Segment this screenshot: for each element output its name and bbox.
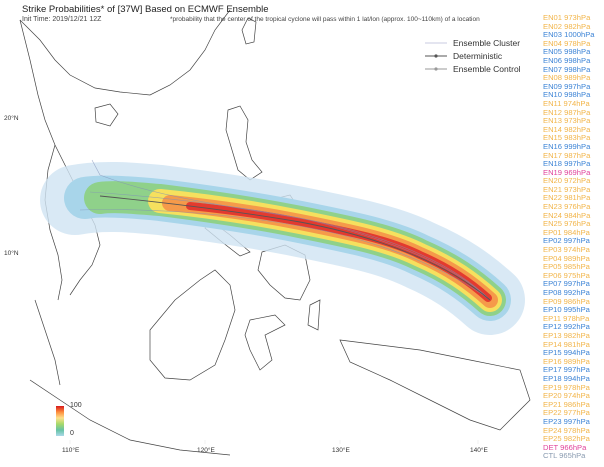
lat-lon-labels: 110°E 120°E 130°E 140°E 20°N 10°N [4, 114, 488, 454]
member-entry: EP03 974hPa [543, 245, 590, 255]
member-entry: EP12 992hPa [543, 322, 590, 332]
member-entry: EN02 982hPa [543, 21, 591, 31]
member-entry: EN23 976hPa [543, 202, 591, 212]
member-entry: EP11 978hPa [543, 313, 590, 323]
member-entry: EP16 989hPa [543, 356, 590, 366]
colorbar-min: 0 [70, 430, 74, 437]
member-entry: EN20 972hPa [543, 176, 591, 186]
member-entry: EN21 973hPa [543, 184, 591, 194]
member-entry: EP22 977hPa [543, 408, 590, 418]
member-entry: EN06 998hPa [543, 55, 591, 65]
member-entry: EN17 987hPa [543, 150, 591, 160]
member-entry: EN22 981hPa [543, 193, 591, 203]
lat-label: 10°N [4, 249, 19, 257]
member-entry: EN16 999hPa [543, 141, 591, 151]
member-entry: EP20 974hPa [543, 391, 590, 401]
colorbar-max: 100 [70, 402, 82, 409]
legend-label: Ensemble Control [453, 63, 521, 74]
member-entry: EP25 982hPa [543, 434, 590, 444]
member-entry: EP23 997hPa [543, 416, 590, 426]
member-entry: EN19 969hPa [543, 167, 591, 177]
init-time: Init Time: 2019/12/21 12Z [22, 16, 102, 23]
member-entry: EN18 997hPa [543, 159, 591, 169]
chart-title: Strike Probabilities* of [37W] Based on … [22, 4, 269, 15]
member-entry: EP17 997hPa [543, 365, 590, 375]
control-line-icon [425, 66, 447, 71]
member-entry: EP14 981hPa [543, 339, 590, 349]
member-entry: EP15 994hPa [543, 348, 590, 358]
legend-label: Ensemble Cluster [453, 37, 521, 48]
lat-label: 20°N [4, 114, 19, 122]
member-entry: EP21 986hPa [543, 399, 590, 409]
lon-label: 120°E [197, 446, 215, 454]
member-entry: EP18 994hPa [543, 373, 590, 383]
member-entry: EN08 989hPa [543, 73, 591, 83]
legend-label: Deterministic [453, 50, 503, 61]
member-entry: EN01 973hPa [543, 13, 591, 22]
member-entry: EP09 986hPa [543, 296, 590, 306]
deterministic-line-icon [425, 53, 447, 58]
member-entry: EN04 978hPa [543, 38, 591, 48]
member-entry: EN03 1000hPa [543, 30, 595, 40]
member-entry: EN15 983hPa [543, 133, 591, 143]
member-entry: EN12 987hPa [543, 107, 591, 117]
member-entry: EN25 976hPa [543, 219, 591, 229]
member-entry: EN10 998hPa [543, 90, 591, 100]
deterministic-track [99, 195, 491, 301]
member-entry: EN07 998hPa [543, 64, 591, 74]
member-entry: EN05 998hPa [543, 47, 591, 57]
legend-ensemble-cluster: Ensemble Cluster [425, 36, 521, 49]
member-entry: EP08 992hPa [543, 288, 590, 297]
ensemble-tracks [79, 159, 491, 301]
member-entry: EN13 973hPa [543, 116, 591, 126]
lat-lon-grid [69, 440, 479, 444]
cluster-line-icon [425, 42, 447, 43]
lon-label: 130°E [332, 446, 350, 454]
member-entry: EP05 985hPa [543, 262, 590, 272]
member-entry: EP01 984hPa [543, 227, 590, 237]
ensemble-member-list: EN01 973hPa EN02 982hPa EN03 1000hPa EN04 9… [543, 13, 595, 461]
track-legend: Ensemble Cluster Deterministic Ensemble … [425, 36, 521, 75]
member-entry: EN14 982hPa [543, 124, 591, 134]
probability-colorbar [56, 406, 64, 436]
member-entry: EP19 978hPa [543, 382, 590, 392]
member-entry: DET 966hPa [543, 442, 587, 452]
legend-ensemble-control: Ensemble Control [425, 62, 521, 75]
member-entry: EP02 997hPa [543, 236, 590, 246]
member-entry: EP13 982hPa [543, 330, 590, 340]
member-entry: EN09 997hPa [543, 81, 591, 91]
member-entry: EP10 995hPa [543, 305, 590, 315]
member-entry: CTL 965hPa [543, 451, 586, 461]
member-entry: EN24 984hPa [543, 210, 591, 220]
lon-label: 140°E [470, 446, 488, 454]
member-entry: EN11 974hPa [543, 98, 590, 108]
member-entry: EP04 989hPa [543, 253, 590, 263]
legend-deterministic: Deterministic [425, 49, 521, 62]
member-entry: EP24 978hPa [543, 425, 590, 435]
member-entry: EP06 975hPa [543, 270, 590, 280]
footnote: *probability that the center of the trop… [170, 16, 480, 23]
lon-label: 110°E [62, 446, 80, 454]
member-entry: EP07 997hPa [543, 279, 590, 289]
